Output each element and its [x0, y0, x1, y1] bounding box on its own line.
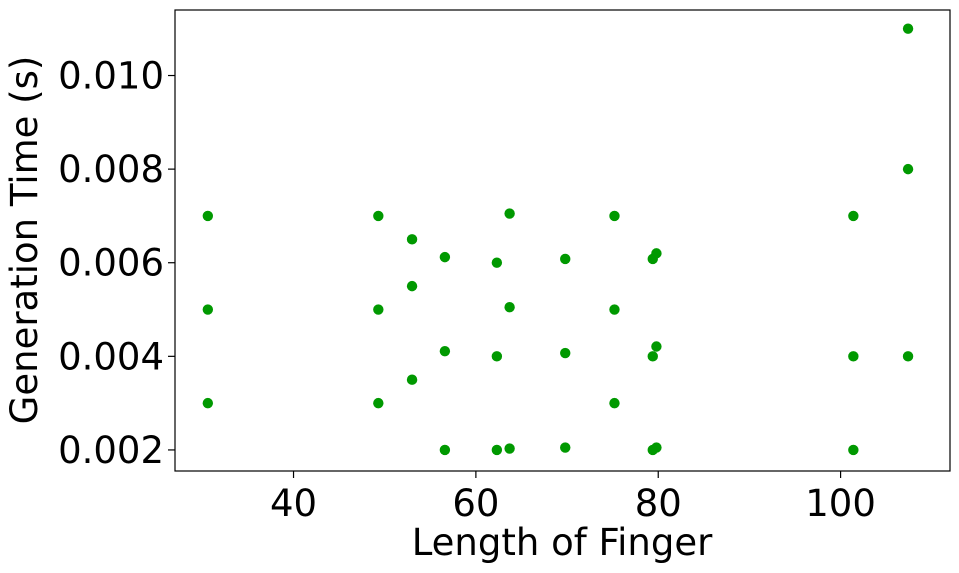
data-point — [406, 280, 418, 292]
data-point — [373, 210, 384, 222]
data-point — [609, 304, 620, 315]
plot-area — [174, 9, 951, 472]
x-axis-title: Length of Finger — [412, 521, 713, 564]
data-point — [609, 397, 620, 409]
data-point — [609, 210, 620, 222]
data-point — [560, 442, 571, 453]
data-point — [439, 345, 451, 357]
x-tick-label: 40 — [270, 482, 317, 525]
y-tick-label: 0.008 — [58, 148, 164, 191]
data-point — [651, 341, 662, 352]
data-point — [202, 397, 214, 409]
data-point — [406, 374, 418, 385]
x-axis-ticks: 40 60 80 100 — [270, 471, 876, 525]
data-point — [504, 208, 515, 219]
data-point — [902, 351, 914, 362]
data-point — [491, 444, 503, 456]
x-tick-label: 80 — [635, 482, 682, 525]
data-point — [560, 347, 571, 359]
data-point — [504, 301, 515, 313]
x-tick-label: 60 — [452, 482, 499, 525]
y-tick-label: 0.002 — [58, 429, 164, 472]
x-tick-label: 100 — [805, 482, 876, 525]
data-point — [651, 248, 662, 259]
data-point — [439, 251, 451, 263]
data-point — [491, 351, 503, 362]
data-point — [560, 253, 571, 265]
data-point — [491, 257, 503, 268]
y-axis-title: Generation Time (s) — [3, 56, 46, 425]
data-point — [373, 397, 384, 409]
data-point — [651, 442, 662, 453]
data-point — [848, 444, 859, 456]
data-points — [202, 23, 914, 456]
data-point — [406, 234, 418, 245]
data-point — [504, 443, 515, 454]
data-point — [902, 163, 914, 175]
data-point — [373, 304, 384, 315]
data-point — [647, 351, 658, 362]
data-point — [848, 351, 859, 362]
y-tick-label: 0.006 — [58, 242, 164, 285]
y-axis-ticks: 0.002 0.004 0.006 0.008 0.010 — [58, 55, 175, 472]
y-tick-label: 0.004 — [58, 335, 164, 378]
data-point — [902, 23, 914, 34]
data-point — [202, 304, 214, 315]
y-tick-label: 0.010 — [58, 55, 164, 98]
data-point — [439, 444, 451, 456]
data-point — [202, 210, 214, 222]
data-point — [848, 210, 859, 222]
